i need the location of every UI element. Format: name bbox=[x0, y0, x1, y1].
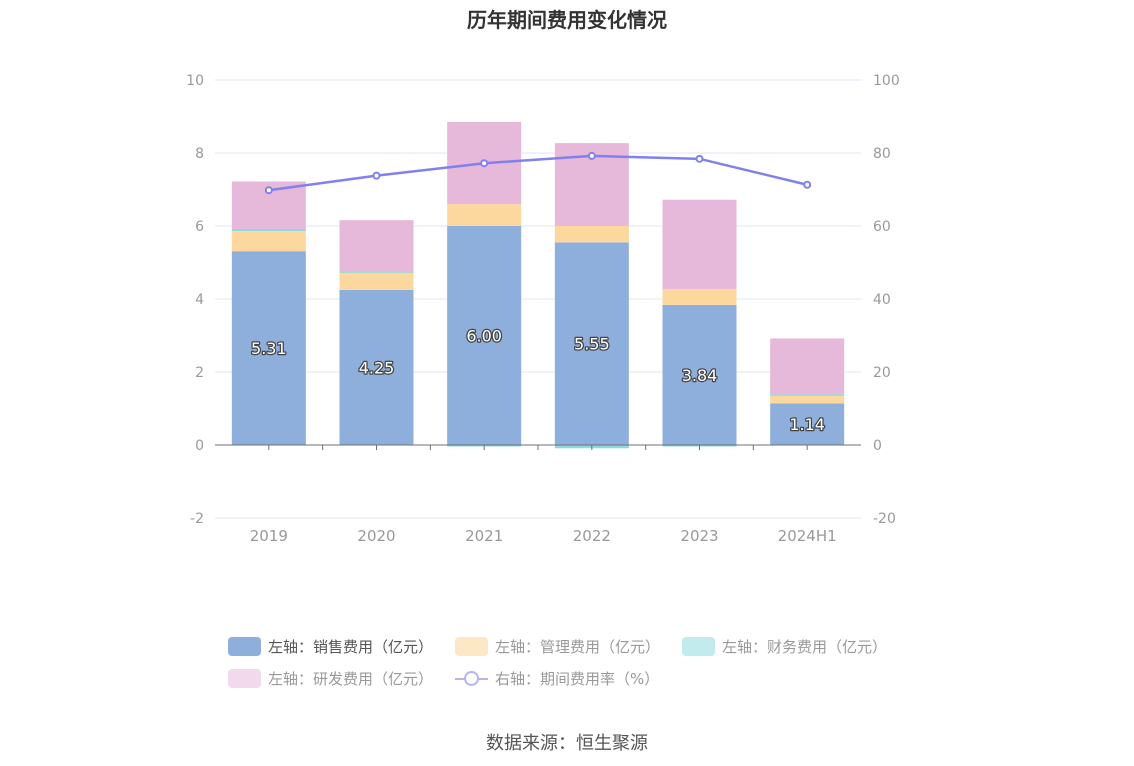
x-tick-label: 2021 bbox=[465, 527, 503, 545]
legend: 左轴：销售费用（亿元） 左轴：管理费用（亿元） 左轴：财务费用（亿元） 左轴：研发费用… bbox=[228, 630, 928, 694]
bar-segment-s0[interactable] bbox=[447, 226, 522, 445]
bar-value-label: 4.25 bbox=[359, 358, 395, 377]
right-tick-label: 0 bbox=[873, 438, 882, 454]
bar-segment-s3[interactable] bbox=[339, 220, 414, 272]
right-tick-label: -20 bbox=[873, 511, 896, 527]
right-tick-label: 40 bbox=[873, 292, 891, 308]
rate-point[interactable] bbox=[803, 180, 812, 189]
rate-line bbox=[264, 151, 812, 195]
legend-swatch bbox=[682, 636, 716, 656]
bar-segment-s3[interactable] bbox=[770, 338, 845, 395]
bar-value-label: 1.14 bbox=[789, 415, 825, 434]
right-tick-label: 80 bbox=[873, 146, 891, 162]
bar-segment-s0[interactable] bbox=[339, 289, 414, 445]
bar-segment-s0[interactable] bbox=[554, 242, 629, 445]
right-tick-label: 20 bbox=[873, 365, 891, 381]
bar-segment-s0[interactable] bbox=[231, 251, 306, 445]
x-tick-label: 2023 bbox=[680, 527, 718, 545]
left-tick-label: 8 bbox=[195, 146, 204, 162]
x-axis bbox=[215, 444, 861, 450]
legend-label: 左轴：管理费用（亿元） bbox=[495, 637, 661, 656]
rate-point[interactable] bbox=[695, 154, 704, 163]
left-tick-label: -2 bbox=[190, 511, 204, 527]
bar-segment-s3[interactable] bbox=[662, 199, 737, 290]
legend-label: 左轴：财务费用（亿元） bbox=[722, 637, 888, 656]
chart-title: 历年期间费用变化情况 bbox=[467, 8, 667, 32]
grid-lines bbox=[215, 79, 861, 519]
bar-value-label: 5.55 bbox=[574, 335, 610, 354]
legend-item[interactable]: 左轴：财务费用（亿元） bbox=[682, 636, 887, 657]
x-tick-label: 2020 bbox=[357, 527, 395, 545]
legend-item[interactable]: 左轴：销售费用（亿元） bbox=[228, 636, 433, 657]
bar-segment-s1[interactable] bbox=[339, 271, 414, 290]
legend-swatch bbox=[228, 668, 261, 688]
bar-segment-s2[interactable] bbox=[770, 394, 845, 396]
rate-point[interactable] bbox=[480, 159, 489, 168]
legend-swatch bbox=[228, 636, 261, 656]
bar-segment-s1[interactable] bbox=[231, 231, 306, 252]
rate-line-path bbox=[268, 154, 808, 192]
legend-label: 左轴：销售费用（亿元） bbox=[268, 637, 434, 656]
right-axis-ticks: 100 80 60 40 20 0 -20 bbox=[873, 73, 900, 527]
rate-point[interactable] bbox=[372, 171, 381, 180]
bar-value-labels: 5.31 4.25 6.00 5.55 3.84 1.14 bbox=[250, 325, 826, 435]
bar-value-label: 3.84 bbox=[682, 366, 718, 385]
right-tick-label: 100 bbox=[873, 73, 900, 89]
x-axis-labels: 2019 2020 2021 2022 2023 2024H1 bbox=[250, 527, 837, 545]
left-tick-label: 10 bbox=[186, 73, 204, 89]
legend-label: 左轴：研发费用（亿元） bbox=[268, 669, 434, 688]
legend-swatch bbox=[455, 669, 489, 688]
legend-swatch bbox=[455, 636, 489, 656]
bar-value-label: 6.00 bbox=[466, 327, 502, 346]
x-tick-label: 2019 bbox=[250, 527, 288, 545]
x-tick-label: 2022 bbox=[573, 527, 611, 545]
rate-point[interactable] bbox=[587, 151, 596, 160]
bar-value-label: 5.31 bbox=[251, 339, 287, 358]
right-tick-label: 60 bbox=[873, 219, 891, 235]
bar-segment-s2[interactable] bbox=[231, 228, 306, 232]
left-tick-label: 4 bbox=[195, 292, 204, 308]
bar-segment-s1[interactable] bbox=[554, 226, 629, 243]
left-axis-ticks: 10 8 6 4 2 0 -2 bbox=[186, 73, 204, 527]
rate-point[interactable] bbox=[264, 186, 273, 195]
bar-segment-s1[interactable] bbox=[447, 204, 522, 226]
left-tick-label: 2 bbox=[195, 365, 204, 381]
legend-item[interactable]: 左轴：研发费用（亿元） bbox=[228, 668, 433, 689]
x-tick-label: 2024H1 bbox=[778, 527, 837, 545]
left-tick-label: 6 bbox=[195, 219, 204, 235]
bar-segment-s0[interactable] bbox=[770, 403, 845, 445]
bar-segment-s2[interactable] bbox=[339, 271, 414, 273]
legend-item[interactable]: 右轴：期间费用率（%） bbox=[455, 668, 659, 689]
bar-segment-s0[interactable] bbox=[662, 304, 737, 445]
legend-label: 右轴：期间费用率（%） bbox=[495, 669, 660, 688]
legend-row: 左轴：销售费用（亿元） 左轴：管理费用（亿元） 左轴：财务费用（亿元） bbox=[228, 630, 928, 662]
legend-item[interactable]: 左轴：管理费用（亿元） bbox=[455, 636, 660, 657]
bar-segment-s1[interactable] bbox=[770, 394, 845, 404]
source-note: 数据来源：恒生聚源 bbox=[486, 733, 648, 754]
left-tick-label: 0 bbox=[195, 438, 204, 454]
legend-row: 左轴：研发费用（亿元） 右轴：期间费用率（%） bbox=[228, 662, 928, 694]
bar-segment-s1[interactable] bbox=[662, 289, 737, 305]
